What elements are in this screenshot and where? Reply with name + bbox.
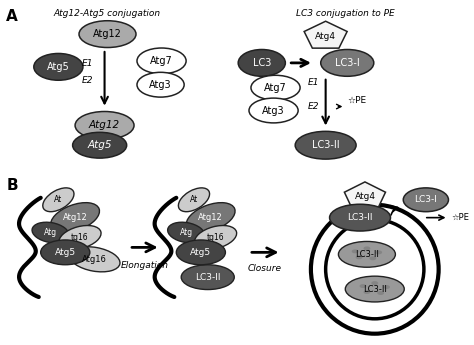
Ellipse shape — [360, 284, 366, 288]
Ellipse shape — [251, 75, 300, 100]
Text: Atg12: Atg12 — [89, 120, 120, 130]
Text: Atg3: Atg3 — [262, 106, 285, 116]
Ellipse shape — [356, 255, 363, 259]
Ellipse shape — [329, 204, 391, 231]
Text: E2: E2 — [308, 102, 319, 111]
Ellipse shape — [176, 240, 226, 265]
Text: Atg12: Atg12 — [63, 213, 88, 222]
Ellipse shape — [51, 203, 100, 233]
Text: At: At — [190, 195, 198, 204]
Text: B: B — [6, 178, 18, 193]
Text: Atg16: Atg16 — [82, 255, 107, 264]
Polygon shape — [304, 21, 347, 48]
Text: tg16: tg16 — [71, 233, 89, 242]
Ellipse shape — [364, 290, 370, 294]
Ellipse shape — [194, 226, 237, 249]
Ellipse shape — [369, 256, 376, 260]
Text: tg16: tg16 — [207, 233, 224, 242]
Ellipse shape — [75, 111, 134, 139]
Ellipse shape — [338, 241, 395, 267]
Text: Atg: Atg — [180, 228, 192, 237]
Ellipse shape — [137, 72, 184, 97]
Ellipse shape — [371, 281, 378, 285]
Text: Atg3: Atg3 — [149, 80, 172, 90]
Ellipse shape — [178, 188, 210, 212]
Text: LC3-II: LC3-II — [312, 140, 339, 150]
Ellipse shape — [238, 49, 285, 76]
Text: Atg5: Atg5 — [87, 140, 112, 150]
Text: Atg: Atg — [44, 228, 57, 237]
Ellipse shape — [249, 98, 298, 123]
Text: LC3-II: LC3-II — [355, 250, 379, 259]
Ellipse shape — [321, 49, 374, 76]
Ellipse shape — [70, 247, 120, 272]
Text: E1: E1 — [308, 78, 319, 87]
Ellipse shape — [79, 21, 136, 48]
Text: Atg7: Atg7 — [150, 56, 173, 66]
Text: Atg4: Atg4 — [355, 192, 375, 201]
Text: LC3-II: LC3-II — [363, 285, 387, 294]
Ellipse shape — [137, 48, 186, 74]
Ellipse shape — [43, 188, 74, 212]
Text: Atg5: Atg5 — [190, 248, 211, 257]
Ellipse shape — [168, 222, 205, 243]
Ellipse shape — [364, 246, 370, 250]
Text: Atg12: Atg12 — [198, 213, 223, 222]
Text: Atg5: Atg5 — [47, 62, 70, 72]
Text: Atg12: Atg12 — [93, 29, 122, 39]
Text: Atg7: Atg7 — [264, 83, 287, 93]
Ellipse shape — [73, 132, 127, 158]
Text: LC3-II: LC3-II — [195, 273, 220, 282]
Text: E1: E1 — [81, 59, 93, 68]
Text: E2: E2 — [81, 76, 93, 85]
Ellipse shape — [352, 249, 358, 253]
Text: ☆PE: ☆PE — [451, 213, 469, 222]
Ellipse shape — [375, 250, 382, 254]
Text: LC3-I: LC3-I — [335, 58, 360, 68]
Ellipse shape — [41, 240, 90, 265]
Ellipse shape — [377, 291, 384, 295]
Text: ☆PE: ☆PE — [347, 96, 366, 105]
Ellipse shape — [34, 53, 83, 80]
Text: At: At — [54, 195, 63, 204]
Ellipse shape — [403, 188, 448, 212]
Text: LC3-II: LC3-II — [347, 213, 373, 222]
Text: LC3: LC3 — [253, 58, 271, 68]
Text: Closure: Closure — [248, 264, 282, 273]
Text: Atg4: Atg4 — [315, 32, 336, 41]
Text: A: A — [6, 9, 18, 24]
Ellipse shape — [59, 226, 101, 249]
Ellipse shape — [383, 285, 390, 289]
Ellipse shape — [181, 265, 234, 289]
Text: Elongation: Elongation — [121, 261, 169, 270]
Polygon shape — [345, 182, 385, 209]
Text: LC3-I: LC3-I — [414, 195, 438, 204]
Text: Atg5: Atg5 — [55, 248, 76, 257]
Ellipse shape — [345, 276, 404, 302]
Ellipse shape — [186, 203, 235, 233]
Ellipse shape — [295, 131, 356, 159]
Text: LC3 conjugation to PE: LC3 conjugation to PE — [296, 9, 395, 18]
Ellipse shape — [32, 222, 69, 243]
Text: Atg12-Atg5 conjugation: Atg12-Atg5 conjugation — [54, 9, 161, 18]
